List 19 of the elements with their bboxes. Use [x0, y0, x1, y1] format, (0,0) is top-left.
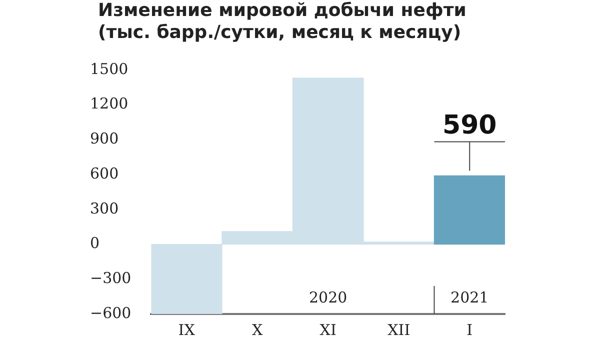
bar [434, 175, 505, 245]
y-tick-label: −600 [90, 304, 132, 322]
chart-title: Изменение мировой добычи нефти [98, 0, 466, 22]
y-tick-label: 0 [90, 234, 100, 252]
y-tick-label: 300 [90, 199, 119, 218]
y-tick-label: 900 [90, 130, 119, 148]
x-tick-label: I [466, 320, 473, 339]
x-tick-label: XI [320, 320, 336, 339]
annotation: 2021 [450, 288, 489, 306]
x-tick-label: IX [178, 320, 196, 339]
y-tick-label: 1200 [90, 94, 128, 113]
x-tick-label: XII [388, 320, 410, 339]
chart-subtitle: (тыс. барр./сутки, месяц к месяцу) [98, 22, 462, 44]
y-tick-label: 1500 [90, 60, 128, 78]
y-tick-label: 600 [90, 164, 119, 182]
data-label: 590 [442, 110, 497, 140]
y-tick-label: −300 [90, 269, 132, 288]
annotation: 2020 [309, 288, 348, 306]
x-tick-label: X [252, 320, 263, 339]
